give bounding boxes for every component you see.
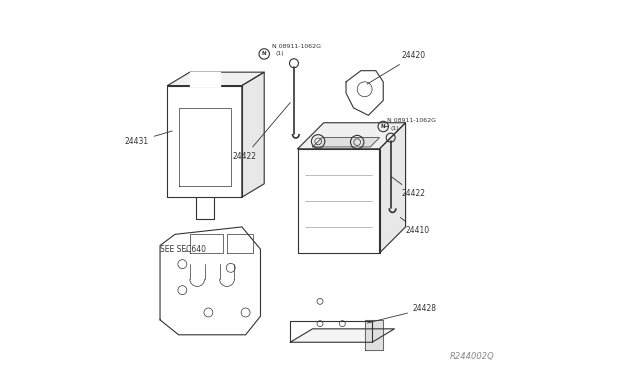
Polygon shape bbox=[168, 86, 242, 197]
Text: 24431: 24431 bbox=[125, 131, 172, 146]
Polygon shape bbox=[298, 149, 380, 253]
Polygon shape bbox=[168, 72, 264, 86]
Text: 24428: 24428 bbox=[367, 304, 437, 323]
Text: SEE SEC640: SEE SEC640 bbox=[160, 245, 206, 254]
Text: 24422: 24422 bbox=[233, 103, 291, 161]
Text: (1): (1) bbox=[275, 51, 284, 57]
Polygon shape bbox=[346, 71, 383, 115]
Polygon shape bbox=[312, 138, 380, 147]
Text: 24420: 24420 bbox=[367, 51, 426, 84]
Text: N 08911-1062G: N 08911-1062G bbox=[387, 118, 436, 124]
Text: N: N bbox=[381, 124, 385, 129]
Text: 24422: 24422 bbox=[391, 176, 426, 198]
Text: N 08911-1062G: N 08911-1062G bbox=[271, 44, 321, 49]
Polygon shape bbox=[242, 72, 264, 197]
Text: 24410: 24410 bbox=[401, 218, 429, 235]
Text: R244002Q: R244002Q bbox=[450, 352, 495, 361]
Polygon shape bbox=[291, 329, 394, 342]
Polygon shape bbox=[365, 320, 383, 350]
Polygon shape bbox=[298, 123, 406, 149]
Polygon shape bbox=[190, 72, 220, 86]
Text: (1): (1) bbox=[390, 126, 399, 131]
Text: N: N bbox=[262, 51, 266, 57]
Polygon shape bbox=[380, 123, 406, 253]
Polygon shape bbox=[160, 227, 260, 335]
